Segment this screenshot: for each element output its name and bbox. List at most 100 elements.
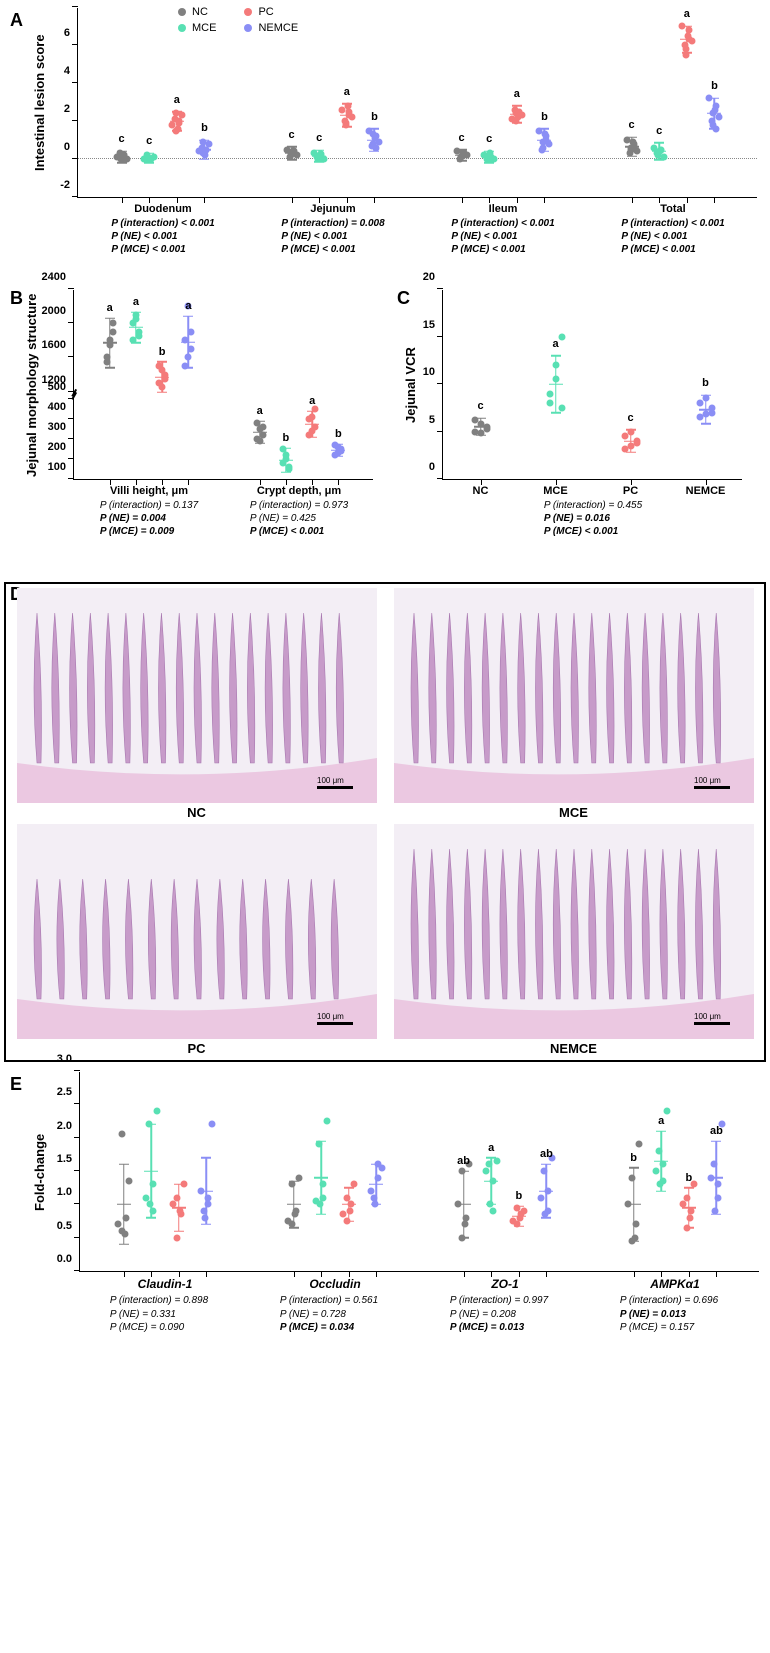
- error-cap: [289, 1180, 299, 1182]
- error-cap: [157, 361, 167, 363]
- plot-A: -202468NCMCEPCNEMCEccabDuodenumP (intera…: [77, 8, 757, 198]
- error-cap: [144, 153, 154, 155]
- significance-letter: c: [627, 412, 633, 424]
- error-cap: [455, 154, 469, 156]
- error-cap: [514, 1226, 524, 1228]
- histology-grid: 100 μmNC100 μmMCE100 μmPC100 μmNEMCE: [4, 582, 766, 1062]
- error-cap: [119, 1164, 129, 1166]
- histology-label: NC: [187, 805, 206, 820]
- stats-block: P (interaction) = 0.137P (NE) = 0.004P (…: [100, 499, 198, 538]
- significance-letter: a: [658, 1115, 664, 1127]
- significance-letter: a: [344, 86, 350, 98]
- ylabel-B: Jejunal morphology structure: [22, 290, 41, 480]
- legend-label: NEMCE: [258, 22, 298, 34]
- gene-label: AMPKα1: [650, 1277, 699, 1291]
- histology-cell: 100 μm NC: [10, 588, 383, 820]
- significance-letter: c: [477, 400, 483, 412]
- significance-letter: a: [309, 395, 315, 407]
- error-cap: [115, 156, 129, 158]
- category-label: Ileum: [489, 203, 518, 215]
- error-cap: [459, 1237, 469, 1239]
- significance-letter: a: [257, 405, 263, 417]
- error-cap: [656, 1190, 666, 1192]
- category-label: Villi height, μm: [110, 485, 188, 497]
- error-cap: [652, 151, 666, 153]
- error-cap: [340, 115, 354, 117]
- error-cap: [457, 149, 467, 151]
- error-cap: [316, 1140, 326, 1142]
- error-cap: [510, 114, 524, 116]
- panel-letter: E: [10, 1074, 22, 1095]
- error-cap: [486, 1204, 496, 1206]
- error-cap: [255, 442, 265, 444]
- error-cap: [170, 120, 184, 122]
- plot-C: 05101520cNCaMCEcPCbNEMCEP (interaction) …: [442, 290, 742, 480]
- data-point: [323, 1118, 330, 1125]
- data-point: [546, 390, 553, 397]
- error-cap: [371, 1164, 381, 1166]
- significance-letter: c: [486, 133, 492, 145]
- error-cap: [682, 1207, 696, 1209]
- error-cap: [172, 1207, 186, 1209]
- error-cap: [654, 1160, 668, 1162]
- error-cap: [680, 39, 694, 41]
- error-cap: [484, 162, 494, 164]
- error-cap: [484, 1180, 498, 1182]
- error-cap: [539, 128, 549, 130]
- ylabel-E: Fold-change: [30, 1072, 49, 1272]
- data-point: [493, 1158, 500, 1165]
- error-cap: [656, 1130, 666, 1132]
- error-cap: [117, 162, 127, 164]
- error-cap: [701, 395, 711, 397]
- error-cap: [253, 431, 267, 433]
- histology-image: 100 μm: [17, 588, 377, 803]
- significance-letter: c: [656, 125, 662, 137]
- significance-letter: b: [702, 377, 709, 389]
- error-cap: [367, 139, 381, 141]
- histology-image: 100 μm: [394, 588, 754, 803]
- histology-label: MCE: [559, 805, 588, 820]
- error-cap: [174, 1184, 184, 1186]
- error-cap: [699, 409, 713, 411]
- data-point: [652, 1168, 659, 1175]
- error-cap: [255, 420, 265, 422]
- error-cap: [312, 155, 326, 157]
- error-cap: [369, 128, 379, 130]
- stats-block: P (interaction) < 0.001P (NE) < 0.001P (…: [451, 217, 554, 256]
- error-cap: [539, 1190, 553, 1192]
- error-cap: [314, 161, 324, 163]
- data-point: [636, 1141, 643, 1148]
- significance-letter: a: [552, 338, 558, 350]
- group-label: NC: [473, 485, 489, 497]
- svg-text:100 μm: 100 μm: [317, 1012, 344, 1021]
- stats-column: P (interaction) = 0.561P (NE) = 0.728P (…: [280, 1294, 378, 1335]
- data-point: [558, 404, 565, 411]
- significance-letter: a: [107, 302, 113, 314]
- data-point: [153, 1108, 160, 1115]
- data-point: [114, 1221, 121, 1228]
- data-point: [537, 1194, 544, 1201]
- error-cap: [459, 1170, 469, 1172]
- significance-letter: c: [316, 132, 322, 144]
- significance-letter: b: [201, 122, 208, 134]
- significance-letter: a: [684, 8, 690, 20]
- error-cap: [279, 459, 293, 461]
- histology-label: PC: [187, 1041, 205, 1056]
- panel-A: A Intestinal lesion score -202468NCMCEPC…: [4, 8, 766, 278]
- error-cap: [183, 367, 193, 369]
- error-cap: [201, 1157, 211, 1159]
- plot-B: 1002003004005001200160020002400aabaVilli…: [73, 290, 373, 480]
- error-cap: [142, 157, 156, 159]
- error-cap: [199, 1190, 213, 1192]
- error-cap: [626, 452, 636, 454]
- error-cap: [199, 139, 209, 141]
- group-label: PC: [623, 485, 638, 497]
- significance-letter: a: [174, 94, 180, 106]
- error-cap: [144, 1170, 158, 1172]
- significance-letter: ab: [457, 1155, 470, 1167]
- error-cap: [314, 150, 324, 152]
- data-point: [558, 333, 565, 340]
- svg-text:100 μm: 100 μm: [317, 776, 344, 785]
- error-cap: [629, 1240, 639, 1242]
- error-cap: [117, 1204, 131, 1206]
